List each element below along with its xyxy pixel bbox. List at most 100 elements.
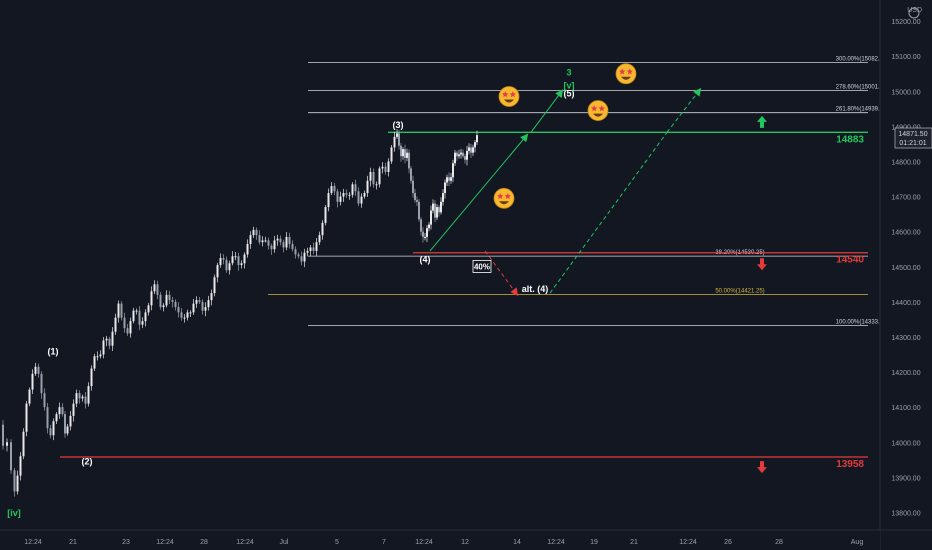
- wave-label: [iv]: [7, 508, 21, 518]
- candle-body: [123, 317, 126, 329]
- candle-body: [456, 152, 458, 157]
- y-tick-label: 14200.00: [891, 370, 920, 377]
- candle-body: [138, 310, 141, 325]
- y-tick-label: 14100.00: [891, 405, 920, 412]
- bar-countdown: 01:21:01: [899, 140, 926, 147]
- emoji-mouth: [621, 76, 631, 80]
- candle-body: [16, 475, 19, 492]
- candle-body: [404, 149, 406, 158]
- candle-body: [330, 186, 333, 194]
- x-tick-label: 12:24: [679, 539, 697, 546]
- candle-body: [25, 403, 28, 432]
- candle-body: [189, 312, 192, 314]
- x-tick-label: 23: [122, 539, 130, 546]
- arrow-down-icon: [757, 258, 767, 271]
- emoji-star-eye: [626, 68, 634, 75]
- fib-level-label: 300.00%(15082.00): [836, 56, 889, 62]
- candle-body: [462, 152, 464, 157]
- candle-body: [90, 368, 93, 387]
- candle-body: [93, 356, 96, 369]
- x-tick-label: 12:24: [236, 539, 254, 546]
- candle-body: [61, 407, 64, 415]
- candle-body: [466, 150, 468, 160]
- candle-body: [19, 456, 22, 476]
- candle-body: [201, 301, 204, 311]
- candle-body: [207, 300, 210, 308]
- emoji-mouth: [593, 113, 603, 117]
- candle-body: [303, 252, 306, 262]
- candle-body: [252, 229, 255, 236]
- current-price: 14871.50: [898, 131, 927, 138]
- wave-label: [v]: [564, 80, 575, 90]
- projection-line: [429, 133, 529, 252]
- candle-body: [306, 250, 309, 253]
- candle-body: [144, 312, 147, 322]
- emoji-face: [498, 86, 520, 107]
- annotation-box: [472, 260, 492, 273]
- candle-body: [384, 166, 387, 172]
- star-struck-emoji-icon: [493, 187, 515, 209]
- candle-body: [436, 207, 438, 218]
- level-value-label: 13958: [836, 459, 864, 470]
- candle-body: [345, 193, 348, 195]
- emoji-mouth: [504, 99, 514, 103]
- candles: [2, 129, 478, 497]
- emoji-star-eye: [590, 105, 598, 112]
- y-tick-label: 14600.00: [891, 230, 920, 237]
- x-tick-label: 12: [461, 539, 469, 546]
- candle-body: [360, 196, 363, 204]
- candle-body: [219, 257, 222, 265]
- candle-body: [454, 152, 456, 164]
- candle-body: [198, 300, 201, 302]
- candle-body: [393, 136, 396, 148]
- candle-body: [426, 228, 428, 237]
- emoji-star-eye: [501, 91, 509, 98]
- candle-body: [117, 303, 120, 318]
- projection-line: [530, 89, 564, 133]
- candle-body: [375, 184, 378, 186]
- candle-body: [153, 284, 156, 292]
- candle-body: [448, 177, 450, 181]
- candle-body: [174, 301, 177, 308]
- y-tick-label: 15000.00: [891, 89, 920, 96]
- candle-body: [243, 254, 246, 264]
- candle-body: [288, 236, 291, 244]
- y-tick-label: 14300.00: [891, 335, 920, 342]
- emoji-star-eye: [496, 192, 504, 200]
- candle-body: [452, 163, 454, 178]
- x-tick-label: 28: [200, 539, 208, 546]
- candle-body: [237, 256, 240, 265]
- fib-level-label: 100.00%(14333.00): [836, 319, 889, 325]
- candle-body: [46, 407, 49, 429]
- fib-level-label: 50.00%(14421.25): [715, 288, 764, 294]
- time-axis[interactable]: [0, 530, 880, 550]
- candle-body: [458, 154, 460, 157]
- candle-body: [387, 161, 390, 172]
- candle-body: [412, 180, 414, 194]
- candle-body: [186, 312, 189, 318]
- candle-body: [66, 426, 69, 434]
- price-axis[interactable]: [880, 0, 932, 530]
- candle-body: [34, 366, 37, 374]
- x-tick-label: 5: [335, 539, 339, 546]
- candle-body: [204, 307, 207, 311]
- candle-body: [402, 149, 404, 157]
- candle-body: [37, 366, 40, 374]
- candle-body: [354, 184, 357, 192]
- x-tick-label: 21: [69, 539, 77, 546]
- level-value-label: 14883: [836, 134, 864, 145]
- candle-body: [279, 238, 282, 243]
- candle-body: [13, 470, 16, 492]
- candle-body: [52, 421, 55, 436]
- y-tick-label: 14800.00: [891, 159, 920, 166]
- y-tick-label: 13800.00: [891, 510, 920, 517]
- candle-body: [357, 191, 360, 204]
- candle-body: [126, 328, 129, 334]
- candle-body: [416, 200, 418, 202]
- wave-label: (1): [48, 347, 59, 357]
- candle-body: [255, 229, 258, 236]
- candle-body: [234, 256, 237, 258]
- chart-settings-icon[interactable]: [908, 7, 920, 19]
- candle-body: [49, 428, 52, 436]
